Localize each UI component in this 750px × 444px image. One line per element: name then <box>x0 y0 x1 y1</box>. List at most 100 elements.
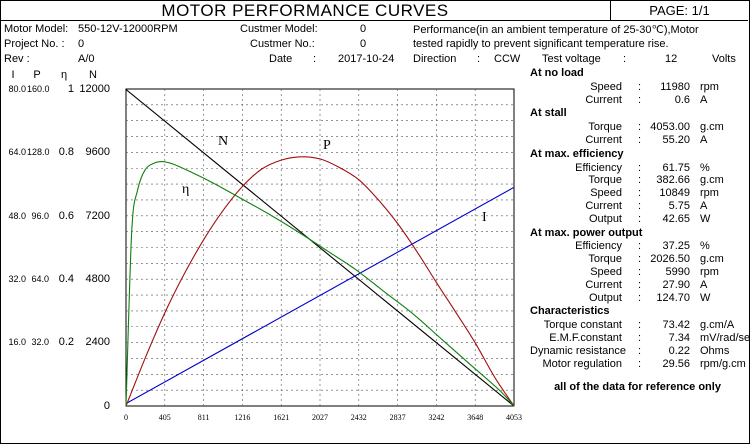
spec-unit: rpm <box>700 187 719 200</box>
spec-value: 11980 <box>660 80 690 93</box>
y-tick-n: 7200 <box>85 209 110 222</box>
spec-value: 61.75 <box>662 161 690 174</box>
spec-value: 7.34 <box>668 332 690 344</box>
spec-label: Output <box>588 291 622 304</box>
spec-sep: : <box>638 319 642 332</box>
date-sep: : <box>313 53 317 65</box>
x-tick-label: 1621 <box>273 413 289 422</box>
spec-label: Output <box>588 212 622 225</box>
spec-value: 2026.50 <box>650 253 690 266</box>
section-title: At max. efficiency <box>530 147 624 160</box>
spec-sep: : <box>638 212 642 225</box>
spec-label: Torque constant <box>543 319 622 332</box>
customer-model-value: 0 <box>360 23 367 35</box>
test-note-line2: tested rapidly to prevent significant te… <box>413 38 669 50</box>
x-tick-label: 0 <box>124 413 128 422</box>
spec-value: 0.6 <box>674 93 690 106</box>
y-tick-p: 128.0 <box>27 147 50 158</box>
spec-unit: A <box>700 93 708 106</box>
performance-chart: 0 405 811 1216 1621 2027 2432 2837 3242 3648 4053 N… <box>124 88 522 422</box>
series-line-p <box>125 156 515 407</box>
spec-unit: A <box>700 134 708 146</box>
spec-label: Speed <box>590 80 622 93</box>
spec-value: 55.20 <box>662 134 690 146</box>
spec-unit: % <box>700 240 710 253</box>
test-note-line1: Performance(in an ambient temperature of… <box>413 24 699 36</box>
section-title: At no load <box>530 67 584 79</box>
curve-label-n: N <box>218 134 228 149</box>
spec-sep: : <box>638 332 642 344</box>
curve-label-i: I <box>482 210 487 225</box>
y-tick-n: 12000 <box>79 83 110 95</box>
section-title: At max. power output <box>530 226 643 239</box>
test-voltage-unit: Volts <box>712 53 736 65</box>
y-tick-i: 64.0 <box>8 147 26 158</box>
motor-model-value: 550-12V-12000RPM <box>78 23 178 35</box>
spec-sep: : <box>638 121 642 134</box>
series-line-n <box>125 89 515 407</box>
series-line-efficiency <box>125 160 515 407</box>
spec-sep: : <box>638 80 642 93</box>
reference-note: all of the data for reference only <box>554 381 721 394</box>
customer-no-label: Custmer No.: <box>250 38 315 50</box>
spec-value: 73.42 <box>662 319 690 332</box>
spec-unit: g.cm <box>700 253 724 266</box>
x-tick-label: 1216 <box>234 413 250 422</box>
spec-unit: A <box>700 278 708 291</box>
spec-sep: : <box>638 240 642 253</box>
spec-value: 37.25 <box>662 240 690 253</box>
spec-sep: : <box>638 291 642 304</box>
spec-unit: rpm <box>700 80 719 93</box>
y-tick-n: 4800 <box>85 272 110 285</box>
spec-sep: : <box>638 253 642 266</box>
spec-value: 27.90 <box>662 278 690 291</box>
spec-value: 0.22 <box>668 344 690 357</box>
spec-label: Speed <box>590 266 622 278</box>
spec-value: 42.65 <box>662 212 690 225</box>
project-no-label: Project No. : <box>4 38 65 50</box>
date-label: Date <box>269 53 293 65</box>
spec-value: 5990 <box>665 266 690 278</box>
spec-value: 4053.00 <box>650 121 690 134</box>
spec-sep: : <box>638 266 642 278</box>
spec-unit: Ohms <box>700 344 730 357</box>
y-tick-n: 2400 <box>85 336 110 349</box>
spec-unit: % <box>700 161 710 174</box>
rev-label: Rev : <box>4 53 30 65</box>
y-tick-p: 32.0 <box>31 337 49 348</box>
spec-label: Motor regulation <box>542 357 623 370</box>
date-value: 2017-10-24 <box>338 53 395 65</box>
project-no-value: 0 <box>78 38 85 50</box>
test-voltage-value: 12 <box>665 53 678 65</box>
y-tick-eta: 1 <box>67 83 74 95</box>
spec-label: Torque <box>588 174 622 187</box>
direction-value: CCW <box>494 53 521 65</box>
motor-model-label: Motor Model: <box>4 23 69 35</box>
spec-label: Efficiency <box>575 161 622 174</box>
spec-unit: mV/rad/sec <box>700 332 750 344</box>
spec-value: 382.66 <box>656 174 690 187</box>
spec-sep: : <box>638 93 642 106</box>
y-tick-eta: 0.2 <box>58 336 74 349</box>
spec-label: Torque <box>588 253 622 266</box>
spec-sep: : <box>638 174 642 187</box>
y-tick-p: 96.0 <box>31 210 49 221</box>
y-tick-p: 64.0 <box>31 273 49 284</box>
curve-label-eta: η <box>182 182 189 197</box>
spec-sep: : <box>638 187 642 200</box>
spec-label: Current <box>585 93 622 106</box>
y-tick-p: 160.0 <box>27 84 50 94</box>
spec-value: 124.70 <box>656 291 690 304</box>
spec-unit: rpm/g.cm <box>700 357 746 370</box>
direction-label: Direction <box>413 53 457 65</box>
y-tick-eta: 0.4 <box>58 272 74 285</box>
customer-model-label: Custmer Model: <box>240 23 318 35</box>
spec-label: Current <box>585 134 622 146</box>
y-tick-i: 16.0 <box>8 337 26 348</box>
x-tick-label: 2027 <box>312 413 328 422</box>
x-tick-label: 2432 <box>351 413 367 422</box>
rev-value: A/0 <box>78 53 95 65</box>
spec-unit: W <box>700 291 711 304</box>
axis-header-n: N <box>89 69 97 81</box>
direction-sep: : <box>477 53 481 65</box>
